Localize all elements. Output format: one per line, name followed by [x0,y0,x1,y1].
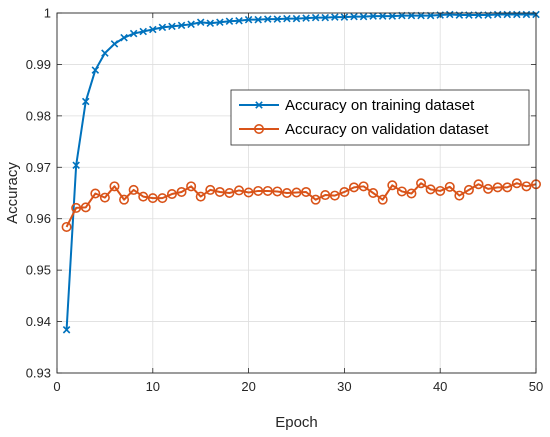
y-tick-label: 0.94 [26,314,51,329]
x-tick-label: 0 [53,379,60,394]
x-axis-label: Epoch [275,414,318,431]
y-tick-label: 0.98 [26,108,51,123]
x-tick-label: 10 [146,379,160,394]
legend-label-training: Accuracy on training dataset [285,97,475,114]
y-axis-label: Accuracy [4,162,21,224]
y-tick-label: 0.95 [26,263,51,278]
x-tick-label: 50 [529,379,543,394]
x-tick-label: 30 [337,379,351,394]
y-tick-label: 0.93 [26,366,51,381]
y-tick-label: 1 [44,6,51,21]
y-tick-label: 0.99 [26,57,51,72]
x-tick-label: 20 [241,379,255,394]
y-tick-label: 0.97 [26,160,51,175]
legend-label-validation: Accuracy on validation dataset [285,121,489,138]
y-tick-label: 0.96 [26,211,51,226]
legend: Accuracy on training dataset Accuracy on… [231,90,529,145]
x-tick-label: 40 [433,379,447,394]
